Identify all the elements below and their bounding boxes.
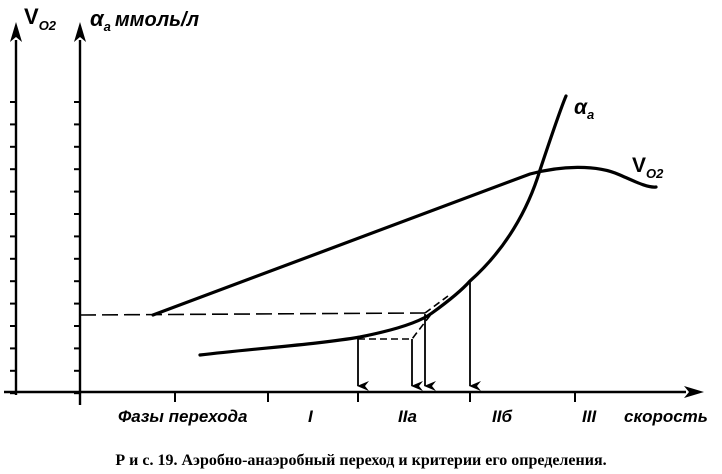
phase-IIa-label: IIa	[398, 407, 417, 426]
phase-IIb-label: IIб	[492, 407, 512, 426]
x-axis-label: скорость	[624, 407, 708, 426]
x-axis	[4, 386, 704, 402]
vo2-curve-label: VO2	[632, 154, 664, 181]
vo2-threshold-dashed-line	[79, 312, 426, 316]
y-axis-lactate	[74, 22, 86, 405]
phases-title: Фазы перехода	[118, 407, 247, 426]
y-axis-vo2-label: VO2	[24, 4, 57, 33]
lactate-threshold-dashed-line	[358, 312, 433, 340]
y-axis-lactate-ticks	[74, 101, 80, 395]
y-axis-vo2	[10, 22, 22, 395]
lactate-curve-label: αa	[574, 96, 594, 122]
y-axis-lactate-label: αa ммоль/л	[90, 6, 200, 34]
x-axis-ticks	[174, 392, 576, 402]
y-axis-lactate-arrow-icon	[74, 22, 86, 42]
threshold-arrows	[357, 282, 481, 391]
guide-lines	[79, 295, 449, 340]
phase-I-label: I	[308, 407, 314, 426]
phase-labels: Фазы перехода I IIa IIб III	[118, 407, 597, 426]
vo2-curve	[151, 165, 658, 317]
y-axis-vo2-arrow-icon	[10, 22, 22, 42]
y-axis-vo2-ticks	[10, 101, 16, 395]
x-axis-arrow-icon	[684, 386, 704, 398]
phase-III-label: III	[582, 407, 597, 426]
figure-caption: Р и с. 19. Аэробно-анаэробный переход и …	[115, 452, 606, 469]
lactate-curve	[198, 94, 568, 357]
threshold-connector-dashed-line	[424, 295, 449, 314]
